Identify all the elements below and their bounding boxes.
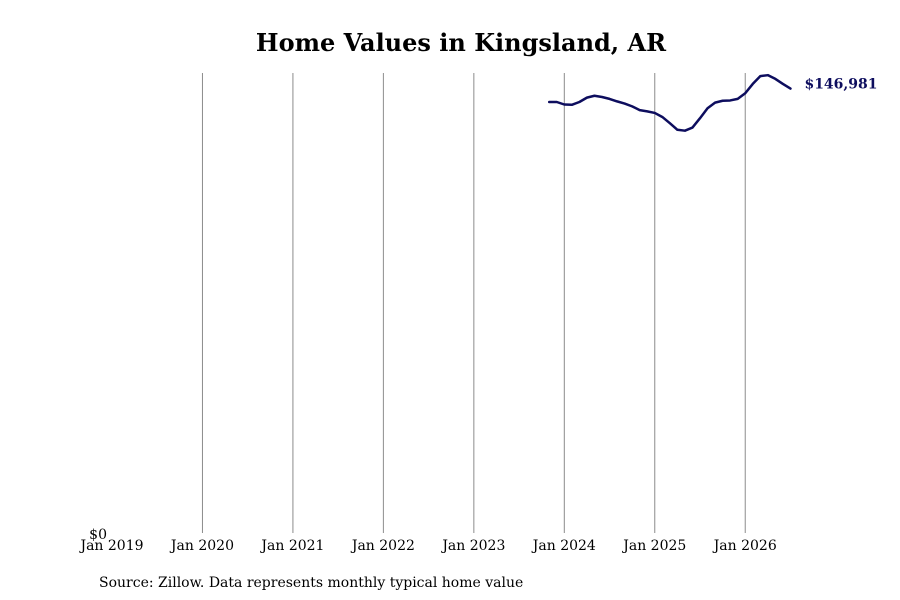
gridlines	[201, 73, 746, 533]
series-end-label: $146,981	[804, 77, 877, 93]
x-tick-label: Jan 2019	[78, 538, 143, 554]
x-tick-label: Jan 2025	[621, 538, 686, 554]
x-tick-label: Jan 2022	[350, 538, 415, 554]
x-tick-label: Jan 2024	[531, 538, 596, 554]
source-note: Source: Zillow. Data represents monthly …	[99, 575, 523, 591]
x-axis-ticks: Jan 2019 Jan 2020 Jan 2021 Jan 2022 Jan 2023…	[78, 538, 776, 554]
x-tick-label: Jan 2021	[259, 538, 324, 554]
x-tick-label: Jan 2023	[440, 538, 505, 554]
x-tick-label: Jan 2026	[712, 538, 777, 554]
series-line	[547, 73, 792, 132]
x-tick-label: Jan 2020	[169, 538, 234, 554]
chart-title: Home Values in Kingsland, AR	[256, 28, 667, 57]
series-group: $146,981	[547, 73, 878, 132]
y-axis-ticks: $0	[89, 527, 107, 543]
y-tick-label: $0	[89, 527, 107, 543]
